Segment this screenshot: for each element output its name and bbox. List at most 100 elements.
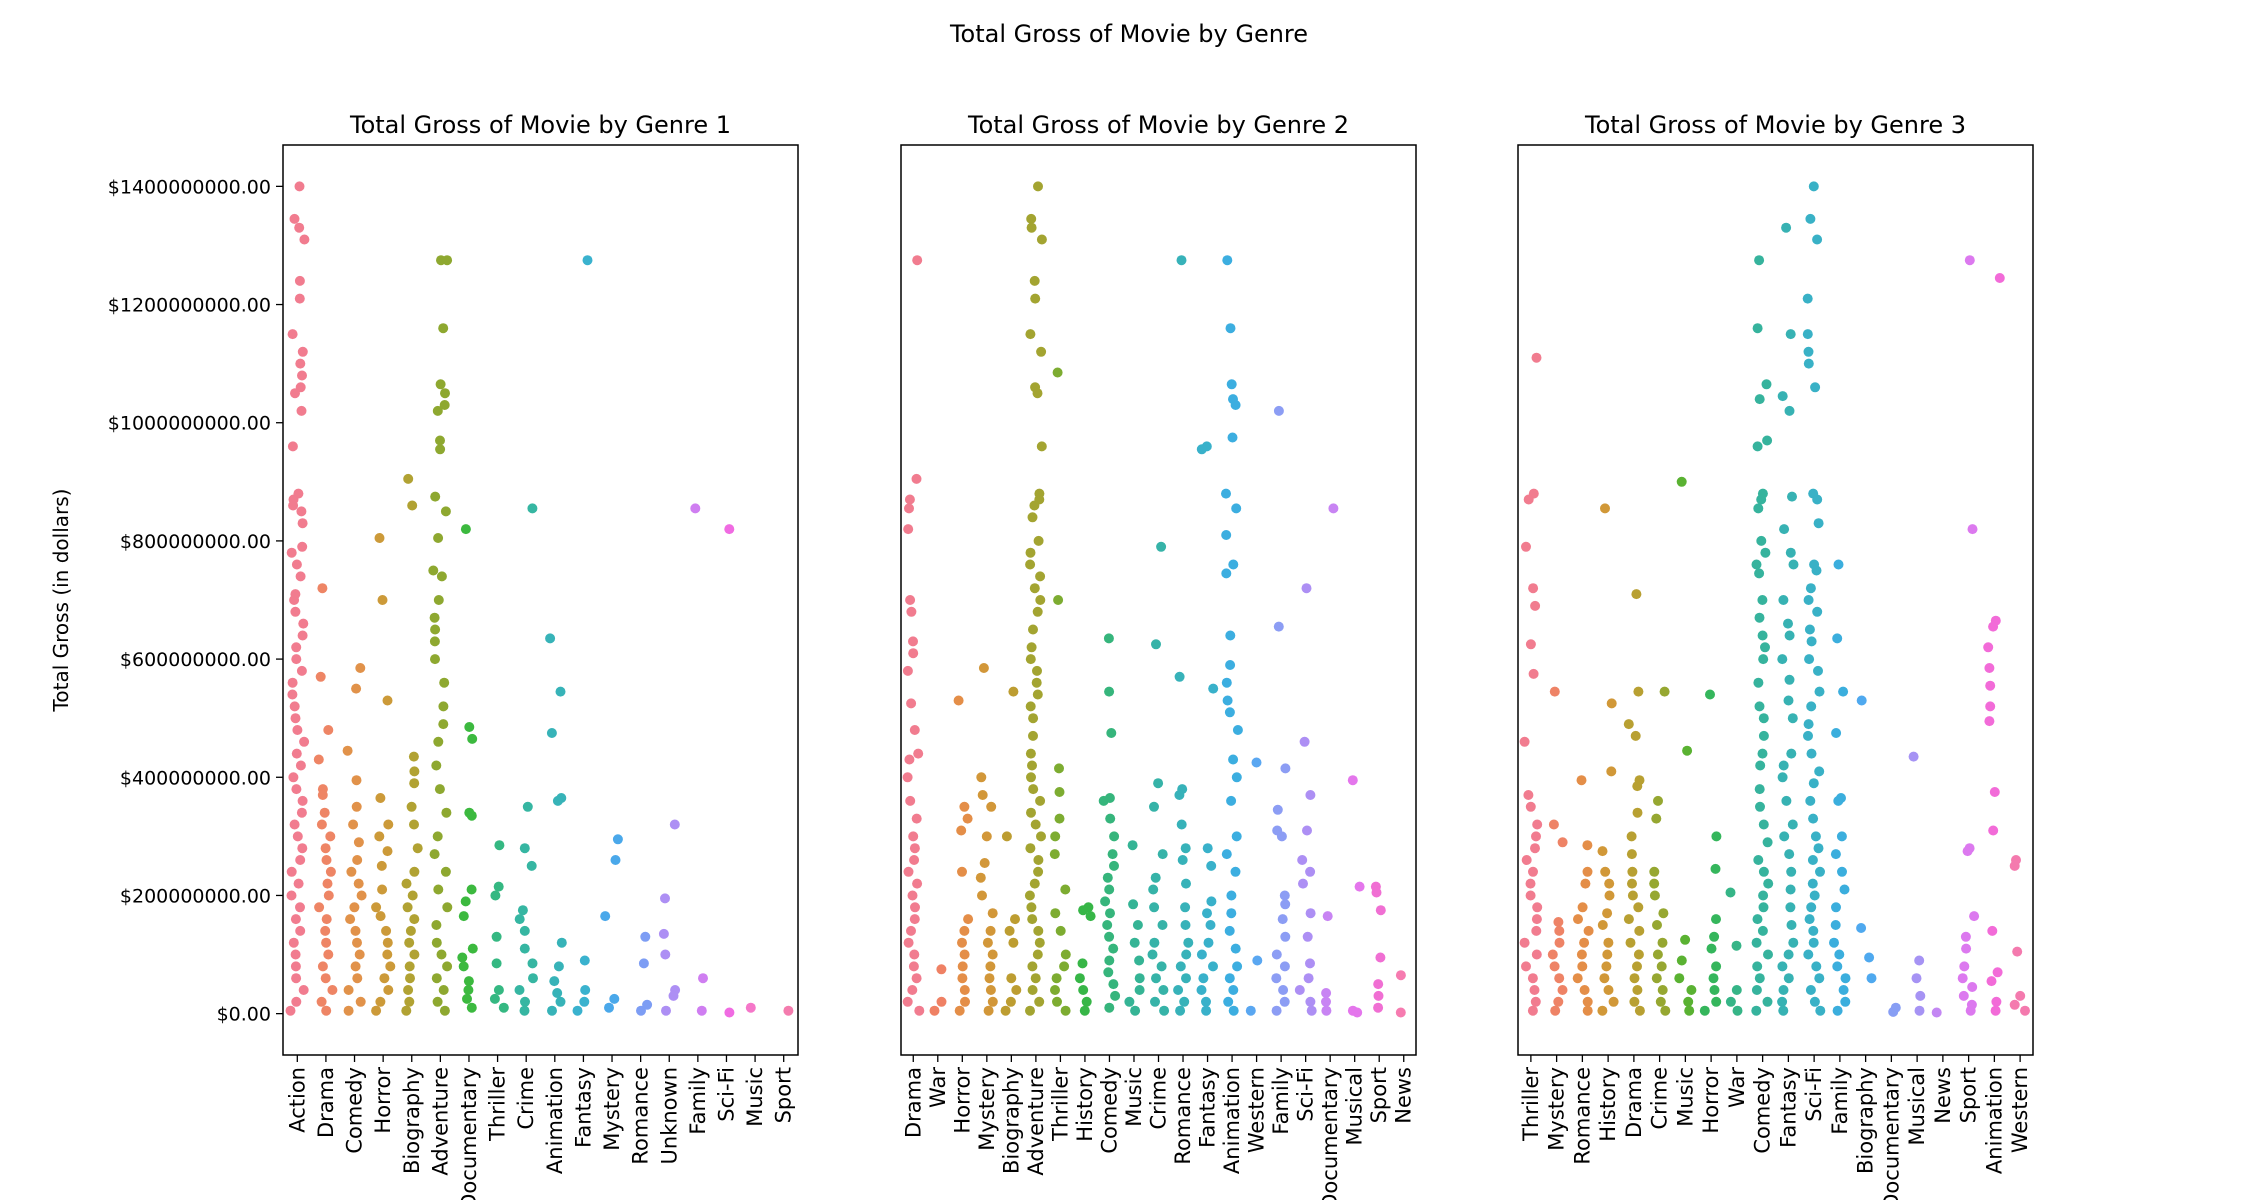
data-point bbox=[1629, 996, 1640, 1007]
data-point bbox=[1004, 925, 1015, 936]
data-point bbox=[1755, 801, 1765, 812]
data-point bbox=[1754, 701, 1765, 712]
x-tick-label: Documentary bbox=[1879, 1067, 1903, 1200]
data-point bbox=[1305, 866, 1316, 877]
data-point bbox=[434, 784, 445, 795]
data-point bbox=[1983, 642, 1994, 653]
series-news bbox=[1395, 970, 1406, 1018]
data-point bbox=[1525, 639, 1536, 650]
data-point bbox=[1813, 665, 1823, 676]
data-point bbox=[491, 931, 502, 942]
data-point bbox=[956, 825, 967, 836]
data-point bbox=[1553, 996, 1564, 1007]
data-point bbox=[1297, 855, 1308, 865]
y-tick-label: $0.00 bbox=[217, 1004, 271, 1026]
data-point bbox=[1033, 535, 1044, 546]
data-point bbox=[696, 1005, 707, 1016]
data-point bbox=[909, 725, 920, 735]
data-point bbox=[983, 1005, 994, 1016]
data-point bbox=[1008, 686, 1019, 697]
data-point bbox=[442, 255, 453, 266]
data-point bbox=[320, 843, 331, 854]
data-point bbox=[1347, 775, 1358, 786]
data-point bbox=[1808, 813, 1819, 824]
data-point bbox=[1808, 778, 1819, 789]
data-point bbox=[1028, 624, 1038, 635]
data-point bbox=[1582, 866, 1593, 877]
data-point bbox=[1525, 801, 1536, 812]
x-tick-label: Comedy bbox=[1751, 1067, 1775, 1154]
x-tick-label: Unknown bbox=[657, 1067, 681, 1164]
data-point bbox=[432, 831, 443, 842]
data-point bbox=[1758, 902, 1769, 913]
data-point bbox=[1156, 541, 1167, 552]
data-point bbox=[1025, 843, 1036, 854]
series-thriller bbox=[1519, 352, 1543, 1016]
data-point bbox=[1273, 621, 1284, 632]
data-point bbox=[404, 937, 415, 948]
data-point bbox=[546, 728, 557, 738]
data-point bbox=[1992, 967, 2003, 978]
data-point bbox=[317, 790, 328, 800]
data-point bbox=[514, 985, 525, 995]
data-point bbox=[1228, 559, 1239, 570]
data-point bbox=[1104, 884, 1115, 895]
data-point bbox=[2009, 860, 2020, 871]
data-point bbox=[985, 925, 996, 936]
data-point bbox=[1027, 760, 1037, 771]
data-point bbox=[493, 881, 504, 892]
x-tick-label: Animation bbox=[1220, 1067, 1244, 1174]
data-point bbox=[1711, 914, 1721, 925]
data-point bbox=[320, 973, 331, 984]
data-point bbox=[690, 503, 701, 514]
series-thriller bbox=[1049, 367, 1071, 1016]
data-point bbox=[436, 949, 447, 960]
data-point bbox=[1196, 444, 1207, 455]
data-point bbox=[295, 358, 306, 369]
data-point bbox=[323, 949, 334, 960]
data-point bbox=[1006, 973, 1017, 984]
data-point bbox=[1198, 973, 1209, 984]
data-point bbox=[1230, 943, 1241, 954]
data-point bbox=[904, 503, 914, 514]
data-point bbox=[1221, 488, 1231, 499]
data-point bbox=[1202, 843, 1213, 854]
data-point bbox=[1833, 559, 1844, 570]
data-point bbox=[1804, 624, 1815, 635]
data-point bbox=[1660, 1005, 1671, 1016]
data-point bbox=[1033, 855, 1044, 865]
data-point bbox=[1987, 925, 1998, 936]
x-tick-label: Horror bbox=[950, 1067, 974, 1134]
data-point bbox=[289, 701, 300, 712]
data-point bbox=[322, 878, 333, 889]
data-point bbox=[440, 866, 451, 877]
data-point bbox=[296, 506, 307, 517]
data-point bbox=[1633, 949, 1644, 960]
data-point bbox=[1683, 996, 1694, 1007]
data-point bbox=[1029, 500, 1040, 511]
x-tick-label: Sport bbox=[772, 1067, 796, 1123]
data-point bbox=[612, 834, 623, 845]
x-tick-label: Biography bbox=[1854, 1067, 1878, 1174]
data-point bbox=[1150, 996, 1160, 1007]
data-point bbox=[1579, 985, 1590, 995]
data-point bbox=[1751, 559, 1762, 570]
data-point bbox=[409, 819, 419, 830]
data-point bbox=[352, 937, 362, 948]
series-romance bbox=[1173, 255, 1194, 1016]
data-point bbox=[1085, 911, 1096, 922]
series-horror bbox=[1699, 689, 1722, 1016]
data-point bbox=[1104, 1002, 1115, 1013]
data-point bbox=[1659, 686, 1670, 697]
data-point bbox=[1231, 503, 1242, 514]
data-point bbox=[441, 807, 452, 818]
data-point bbox=[1864, 952, 1875, 963]
data-point bbox=[1812, 606, 1823, 617]
data-point bbox=[321, 1005, 332, 1016]
data-point bbox=[1124, 996, 1135, 1007]
data-point bbox=[295, 760, 306, 771]
data-point bbox=[382, 846, 393, 857]
data-point bbox=[553, 961, 564, 972]
data-point bbox=[2009, 999, 2020, 1010]
data-point bbox=[1838, 686, 1849, 697]
